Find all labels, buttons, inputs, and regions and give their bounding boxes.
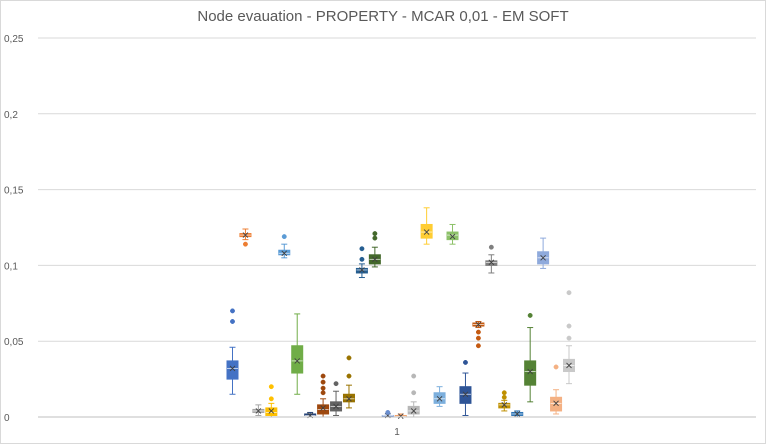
outlier-point (242, 241, 248, 247)
outlier-point (346, 373, 352, 379)
box-iqr (291, 345, 304, 374)
outlier-point (320, 373, 326, 379)
box-iqr (265, 407, 278, 416)
outlier-point (411, 390, 417, 396)
outlier-point (268, 384, 274, 390)
outlier-point (320, 379, 326, 385)
outlier-point (488, 244, 494, 250)
mean-marker (229, 365, 236, 372)
y-tick-label: 0,25 (4, 34, 24, 45)
outlier-point (463, 359, 468, 365)
outlier-point (268, 396, 274, 402)
outlier-point (320, 390, 326, 396)
mean-marker (346, 395, 352, 402)
outlier-point (475, 335, 481, 341)
mean-marker (359, 267, 365, 273)
outlier-point (566, 323, 572, 329)
outlier-point (333, 381, 339, 387)
box-iqr (459, 386, 472, 404)
outlier-point (359, 256, 365, 262)
outlier-point (346, 355, 352, 361)
box-iqr (433, 392, 446, 404)
mean-marker (436, 395, 443, 402)
mean-marker (372, 256, 378, 263)
box-iqr (355, 267, 368, 274)
mean-marker (527, 368, 533, 375)
y-tick-label: 0 (4, 413, 10, 424)
y-tick-label: 0,2 (4, 110, 18, 121)
mean-marker (501, 402, 508, 408)
y-tick-label: 0,15 (4, 186, 24, 197)
mean-marker (462, 391, 469, 398)
outlier-point (475, 343, 481, 349)
outlier-point (501, 394, 507, 400)
outlier-point (527, 312, 533, 318)
box-iqr (498, 402, 511, 409)
outlier-point (372, 231, 378, 237)
outlier-point (566, 335, 572, 341)
outlier-point (230, 308, 235, 314)
y-tick-label: 0,05 (4, 337, 24, 348)
chart-title: Node evauation - PROPERTY - MCAR 0,01 - … (197, 8, 569, 25)
mean-marker (294, 358, 301, 364)
outlier-point (281, 234, 287, 240)
mean-marker (475, 321, 482, 328)
mean-marker (397, 413, 404, 420)
outlier-point (411, 373, 417, 379)
mean-marker (320, 405, 326, 411)
outlier-point (566, 290, 572, 296)
y-tick-label: 0,1 (4, 261, 18, 272)
mean-marker (268, 408, 275, 414)
outlier-point (385, 410, 391, 415)
mean-marker (423, 229, 430, 235)
mean-marker (488, 259, 495, 266)
mean-marker (333, 403, 339, 410)
box-iqr (550, 396, 563, 412)
box-iqr (407, 405, 420, 415)
mean-marker (449, 233, 456, 240)
box-iqr (278, 249, 291, 256)
outlier-point (553, 364, 559, 370)
box-iqr (485, 260, 498, 266)
box-iqr (524, 360, 537, 386)
mean-marker (514, 411, 521, 417)
outlier-point (230, 319, 235, 324)
mean-marker (540, 255, 546, 261)
outlier-point (501, 390, 507, 396)
box-iqr (342, 393, 355, 403)
mean-marker (281, 250, 288, 257)
mean-marker (566, 362, 572, 369)
outlier-point (359, 246, 365, 252)
box-iqr (420, 223, 433, 239)
outlier-point (372, 235, 378, 241)
mean-marker (242, 232, 249, 238)
x-category-label: 1 (394, 427, 400, 438)
outlier-point (320, 385, 326, 391)
mean-marker (410, 408, 417, 414)
outlier-point (475, 329, 481, 335)
box-iqr (226, 360, 239, 380)
mean-marker (553, 400, 559, 407)
mean-marker (255, 408, 262, 414)
box-iqr (446, 231, 459, 241)
